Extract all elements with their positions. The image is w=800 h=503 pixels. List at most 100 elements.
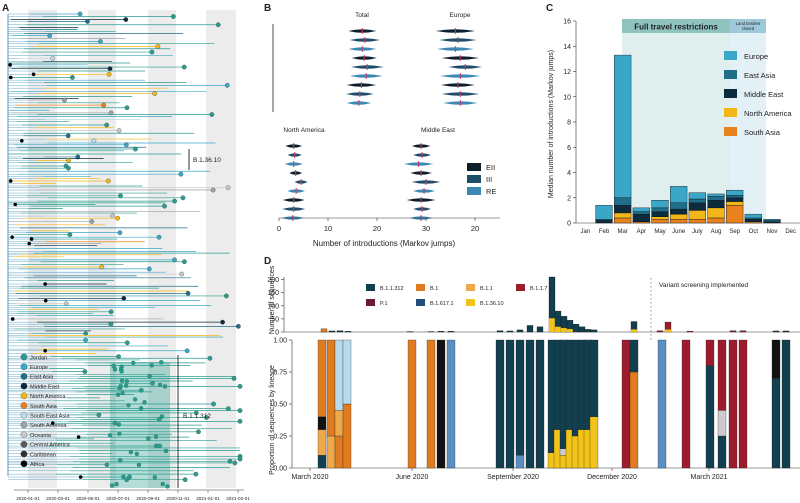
panel-c-ytick-label-8: 8: [567, 120, 571, 127]
count-bar-oct20h: [590, 329, 598, 333]
tree-tip: [124, 379, 129, 384]
panel-a: A B.1.36.10 B.1.1.312 Jordan Europe East A…: [2, 3, 250, 501]
tree-tip: [211, 401, 216, 407]
tree-tip: [124, 383, 129, 388]
tree-node: [78, 475, 83, 479]
panel-d-bottom-ytick-label-1.00: 1.00: [273, 338, 287, 345]
legend-dot-south-asia: [20, 402, 28, 409]
legend-c-label-east-asia: East Asia: [744, 71, 776, 80]
legend-swatch-eii: [467, 163, 481, 171]
panel-c-ytick-label-16: 16: [563, 19, 571, 26]
legend-d-label-b-1-617-1: B.1.617.1: [430, 301, 454, 307]
tree-tip: [184, 348, 190, 354]
legend-d-label-p-1: P.1: [380, 301, 388, 307]
legend-d-swatch-p-1: [366, 299, 375, 306]
bar-europe-oct: [744, 213, 762, 219]
tree-tip: [66, 158, 71, 163]
bar-europe-sep: [726, 189, 744, 196]
legend-dot-north-america: [20, 392, 28, 400]
count-bar-jul20a: [427, 331, 435, 333]
count-bar-apr21b: [782, 330, 790, 333]
proportion-bar-2: [334, 435, 344, 469]
tree-tip: [110, 213, 116, 219]
tree-tip: [210, 187, 216, 193]
panel-d-bottom-ytick-label-0.25: 0.25: [273, 434, 287, 441]
panel-d-xtick-label-3: December 2020: [587, 474, 637, 481]
date-label-3: 2020-07-01: [106, 496, 130, 501]
panel-c-month-mar: Mar: [617, 229, 627, 235]
tree-tip: [150, 380, 155, 386]
tree-tip: [119, 378, 125, 383]
panel-c-ytick-label-0: 0: [567, 221, 571, 228]
tree-tip: [104, 462, 110, 468]
panel-b-title-north-america: North America: [283, 127, 325, 134]
proportion-bar-0: [317, 429, 327, 456]
tree-tip: [83, 337, 88, 343]
bar-north-america-june: [670, 213, 688, 220]
panel-c-ytick-label-10: 10: [563, 94, 571, 101]
legend-c-label-middle-east: Middle East: [744, 90, 784, 99]
tree-tip: [179, 271, 185, 277]
tree-tip: [236, 323, 241, 329]
tree-tip: [119, 369, 124, 374]
tree-tip: [105, 178, 111, 184]
date-label-2: 2020-05-01: [76, 496, 100, 501]
legend-dot-middle-east: [20, 382, 28, 390]
proportion-bar-26: [717, 339, 727, 411]
tree-node: [29, 237, 34, 241]
panel-c-month-sep: Sep: [729, 229, 740, 235]
count-bar-apr21a: [772, 330, 780, 333]
panel-b-tick-0: 0: [277, 224, 281, 233]
proportion-bar-20: [589, 416, 599, 469]
proportion-bar-10: [515, 455, 525, 469]
bar-south-asia-sep: [726, 205, 744, 224]
bar-east-asia-apr: [632, 211, 650, 215]
tree-tip: [232, 460, 238, 466]
panel-b-legend: EII III RE: [467, 163, 496, 196]
legend-dot-caribbean: [20, 450, 28, 458]
legend-d-swatch-b-1-36-10: [466, 299, 475, 306]
bar-middle-east-oct: [744, 219, 762, 222]
tree-tip: [196, 429, 201, 435]
panel-b-title-europe: Europe: [450, 12, 471, 19]
bar-middle-east-june: [670, 208, 688, 215]
panel-c: C Full travel restrictions Land borders …: [546, 3, 800, 235]
legend-d-label-b-1-1: B.1.1: [480, 286, 493, 292]
tree-tip: [65, 133, 71, 139]
tree-tip: [98, 39, 103, 44]
panel-b-title-total: Total: [355, 12, 369, 19]
tree-tip: [155, 44, 161, 49]
legend-c-label-south-asia: South Asia: [744, 128, 781, 137]
bar-europe-feb: [595, 205, 613, 220]
tree-tip: [209, 112, 215, 117]
tree-tip: [153, 443, 159, 448]
proportion-bar-0: [317, 416, 327, 430]
count-bar-mar21a: [729, 330, 737, 333]
legend-c-swatch-north-america: [724, 108, 737, 117]
tree-tip: [204, 415, 209, 420]
tree-tip: [146, 266, 152, 272]
legend-c-swatch-middle-east: [724, 89, 737, 98]
tree-node: [27, 241, 32, 246]
bar-europe-july: [688, 192, 706, 200]
tree-node: [43, 282, 47, 286]
legend-dot-jordan: [20, 353, 28, 361]
proportion-bar-22: [629, 339, 639, 373]
tree-tip: [185, 291, 191, 296]
tree-tip: [225, 406, 231, 411]
clade-label-b13610: B.1.36.10: [193, 157, 221, 164]
panel-d-bottom-ytick-label-0.50: 0.50: [273, 402, 287, 409]
tree-tip: [227, 458, 233, 464]
tree-tip: [116, 128, 122, 133]
tree-tip: [160, 481, 165, 487]
panel-b-tick-20b: 20: [471, 224, 479, 233]
panel-d-y-label-top: Number of sequences: [269, 265, 276, 334]
legend-d-swatch-b-1-1: [466, 284, 475, 291]
tree-tip: [132, 397, 138, 402]
panel-c-legend: Europe East Asia Middle East North America S…: [724, 51, 792, 137]
proportion-bar-0: [317, 339, 327, 417]
bar-north-america-july: [688, 210, 706, 220]
bar-middle-east-july: [688, 202, 706, 211]
bar-europe-nov: [763, 219, 781, 221]
date-label-0: 2020-01-01: [16, 496, 40, 501]
